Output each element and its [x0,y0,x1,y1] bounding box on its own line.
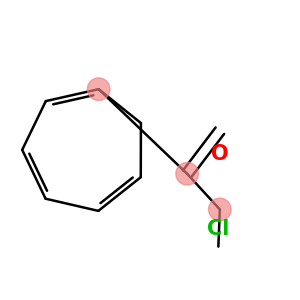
Circle shape [87,78,110,100]
Text: Cl: Cl [207,219,230,239]
Circle shape [208,198,231,221]
Text: O: O [211,144,229,164]
Circle shape [176,163,198,185]
